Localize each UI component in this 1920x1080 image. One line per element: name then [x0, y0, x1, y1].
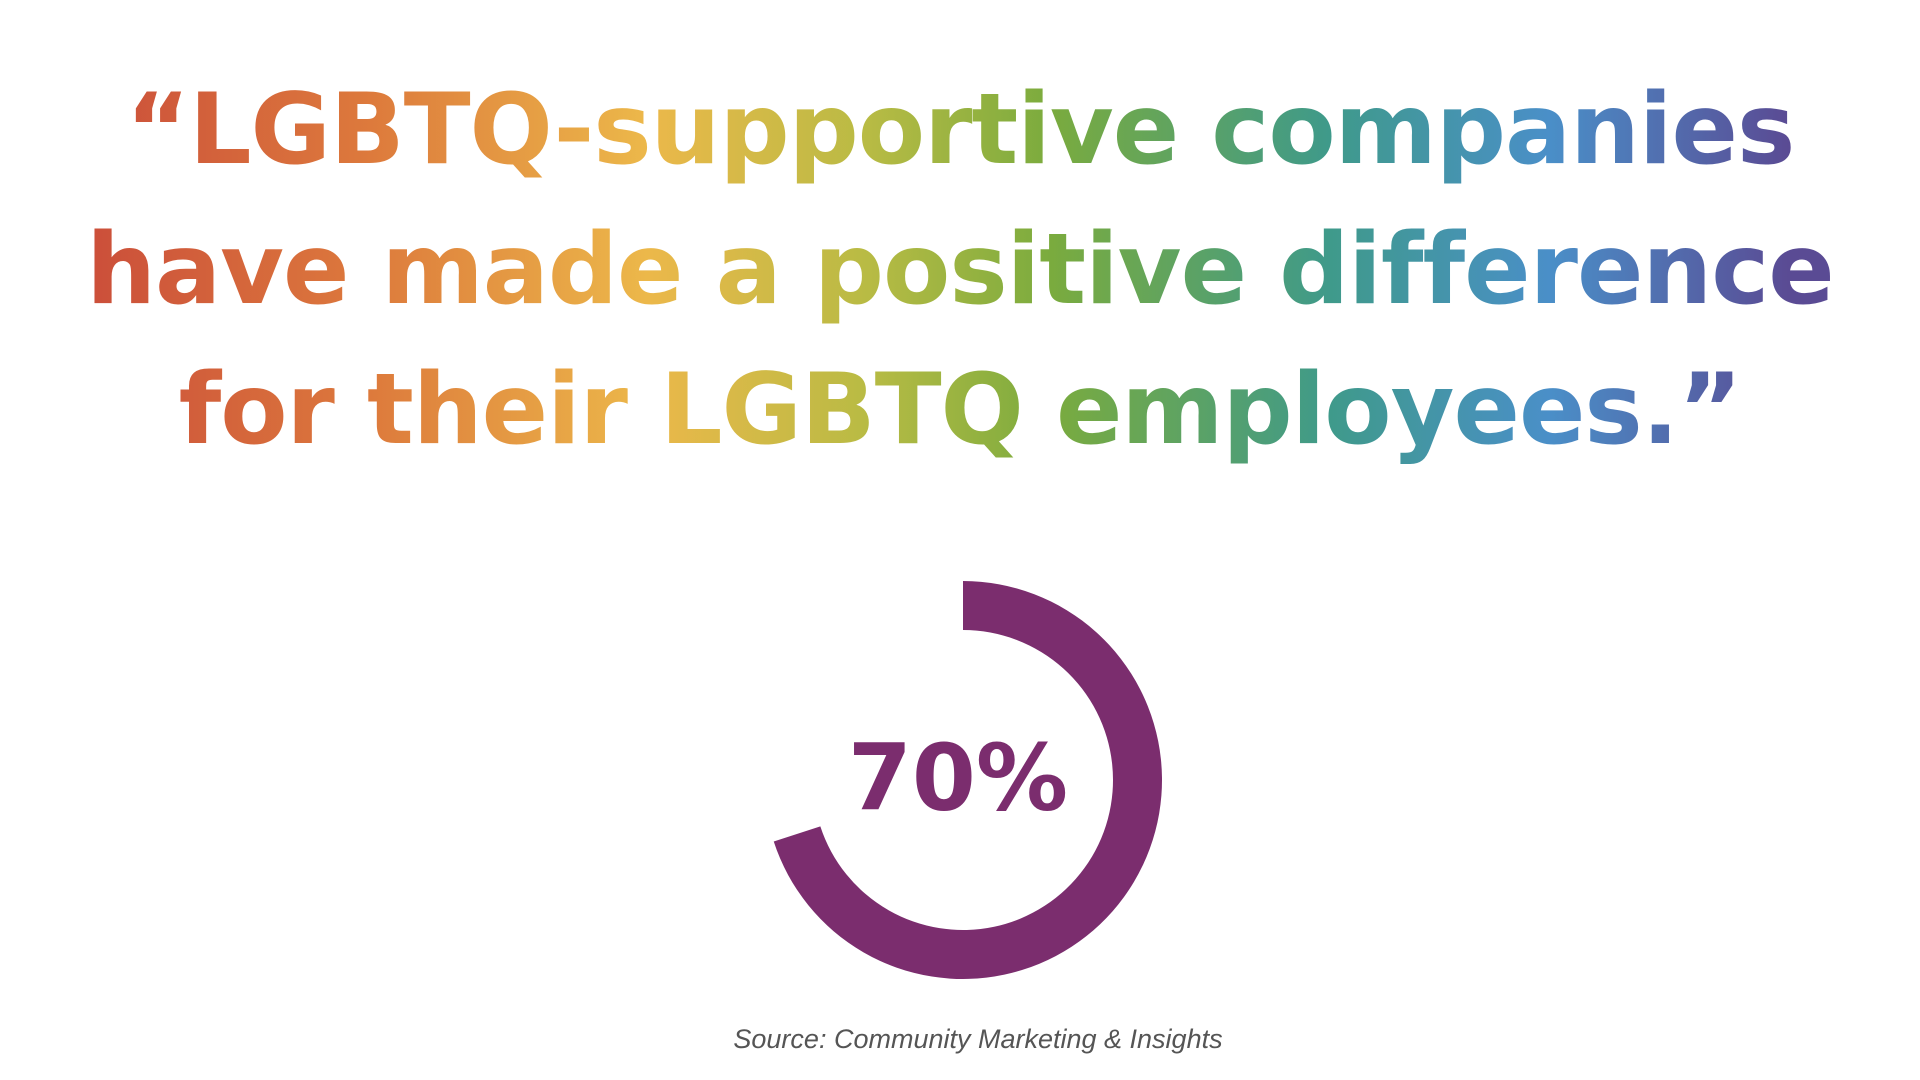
chart-title: “LGBTQ-supportive companies have made a … [40, 60, 1880, 480]
value-label: 70% [848, 724, 1068, 831]
source-note: Source: Community Marketing & Insights [733, 1024, 1222, 1054]
